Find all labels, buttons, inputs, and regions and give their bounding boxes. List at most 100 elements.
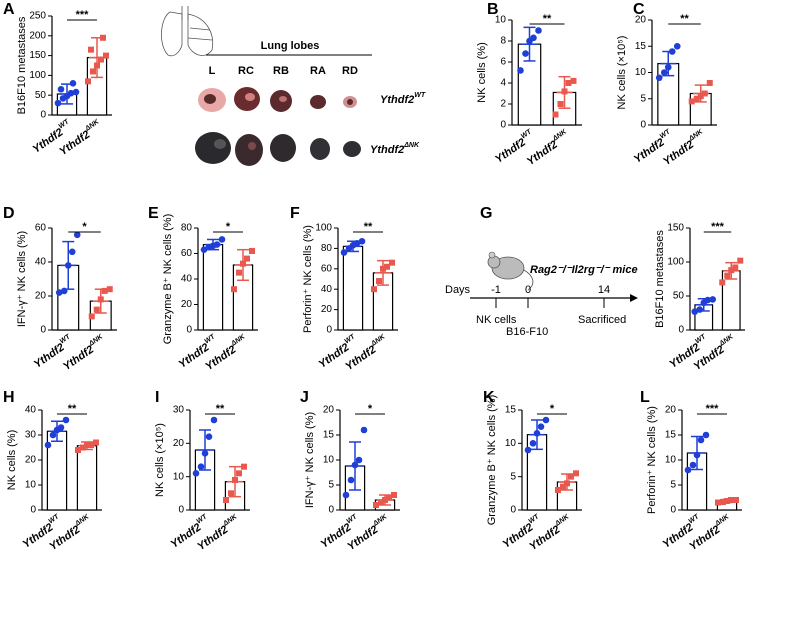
data-point — [94, 62, 100, 69]
panel-letter: B — [487, 1, 499, 18]
data-point — [100, 34, 106, 41]
data-point — [542, 416, 550, 424]
data-point — [701, 90, 708, 97]
data-point — [733, 497, 739, 503]
timeline-day: -1 — [491, 284, 501, 296]
data-point — [88, 442, 94, 448]
y-tick-label: 8 — [500, 36, 506, 47]
data-point — [49, 431, 57, 439]
data-point — [223, 497, 229, 503]
data-point — [353, 240, 361, 247]
data-point — [228, 490, 234, 497]
data-point — [737, 257, 744, 264]
panel-letter: H — [3, 389, 15, 406]
data-point — [240, 260, 246, 267]
data-point — [688, 98, 695, 105]
data-point — [386, 494, 392, 501]
data-point — [389, 259, 395, 266]
panel-letter: A — [3, 1, 15, 18]
data-point — [342, 491, 350, 499]
lung-schematic — [161, 6, 214, 57]
data-point — [560, 483, 566, 490]
data-point — [693, 95, 700, 102]
data-point — [524, 446, 532, 454]
y-tick-label: 0 — [186, 325, 192, 336]
y-tick-label: 10 — [665, 455, 677, 466]
y-axis-label: Perforin⁺ NK cells (%) — [302, 225, 314, 333]
y-axis-label: IFN-γ⁺ NK cells (%) — [304, 412, 316, 508]
data-point — [200, 246, 208, 253]
gene: Ythdf2 — [493, 136, 528, 165]
y-tick-label: 20 — [323, 405, 335, 416]
significance: *** — [711, 221, 725, 233]
data-point — [201, 450, 209, 457]
data-point — [376, 278, 382, 285]
data-point — [517, 67, 524, 74]
genotype: WT — [414, 92, 426, 99]
y-tick-label: 80 — [321, 243, 333, 254]
y-axis-label: NK cells (%) — [6, 430, 18, 491]
y-tick-label: 0 — [678, 325, 684, 336]
genotype: ΔNK — [403, 142, 420, 149]
lung-row-label: Ythdf2ΔNK — [370, 142, 420, 156]
data-point — [555, 487, 561, 493]
y-tick-label: 0 — [326, 325, 332, 336]
gene: Ythdf2 — [632, 136, 667, 165]
data-point — [69, 80, 77, 87]
y-tick-label: 5 — [328, 480, 334, 491]
data-point — [557, 101, 564, 107]
y-axis-label: Granzyme B⁺ NK cells (%) — [486, 395, 498, 526]
bar — [202, 243, 224, 331]
significance: * — [550, 403, 555, 415]
genotype: ΔNK — [713, 513, 731, 528]
y-tick-label: 0 — [30, 505, 36, 516]
data-point — [351, 461, 359, 469]
panel-letter: J — [300, 389, 309, 406]
genotype: ΔNK — [83, 118, 101, 133]
y-axis-label: Granzyme B⁺ NK cells (%) — [162, 214, 174, 345]
y-tick-label: 0 — [40, 325, 46, 336]
y-tick-label: 50 — [673, 291, 685, 302]
y-tick-label: 0 — [500, 120, 506, 131]
data-point — [210, 416, 218, 424]
data-point — [724, 498, 730, 504]
data-point — [88, 313, 95, 320]
panel-letter: D — [3, 205, 15, 222]
y-tick-label: 10 — [635, 67, 647, 78]
y-tick-label: 2 — [500, 99, 506, 110]
y-tick-label: 10 — [495, 15, 507, 26]
data-point — [73, 231, 81, 239]
data-point — [691, 308, 699, 315]
data-point — [715, 499, 721, 506]
y-tick-label: 20 — [321, 304, 333, 315]
y-tick-label: 15 — [635, 41, 647, 52]
y-tick-label: 60 — [35, 223, 47, 234]
y-tick-label: 4 — [500, 78, 506, 89]
data-point — [684, 466, 692, 474]
data-point — [693, 451, 701, 459]
data-point — [378, 499, 384, 506]
data-point — [561, 88, 568, 95]
lobe-label: L — [209, 65, 216, 77]
data-point — [720, 499, 726, 505]
genotype: ΔNK — [87, 333, 105, 348]
data-point — [702, 431, 710, 439]
significance: ** — [216, 403, 225, 415]
y-tick-label: 40 — [181, 274, 193, 285]
y-axis-label: NK cells (×10⁵) — [616, 36, 628, 110]
data-point — [689, 461, 697, 469]
data-point — [719, 279, 726, 286]
y-tick-label: 100 — [315, 223, 332, 234]
timeline-event: B16-F10 — [506, 326, 548, 338]
data-point — [84, 442, 90, 448]
genotype: ΔNK — [687, 128, 705, 143]
lung-title: Lung lobes — [261, 40, 320, 52]
data-point — [568, 473, 574, 480]
genotype: ΔNK — [553, 513, 571, 528]
data-point — [68, 248, 76, 256]
genotype: WT — [694, 333, 708, 345]
y-tick-label: 150 — [667, 223, 684, 234]
genotype: WT — [59, 333, 73, 345]
y-tick-label: 200 — [29, 30, 46, 41]
data-point — [565, 80, 572, 86]
